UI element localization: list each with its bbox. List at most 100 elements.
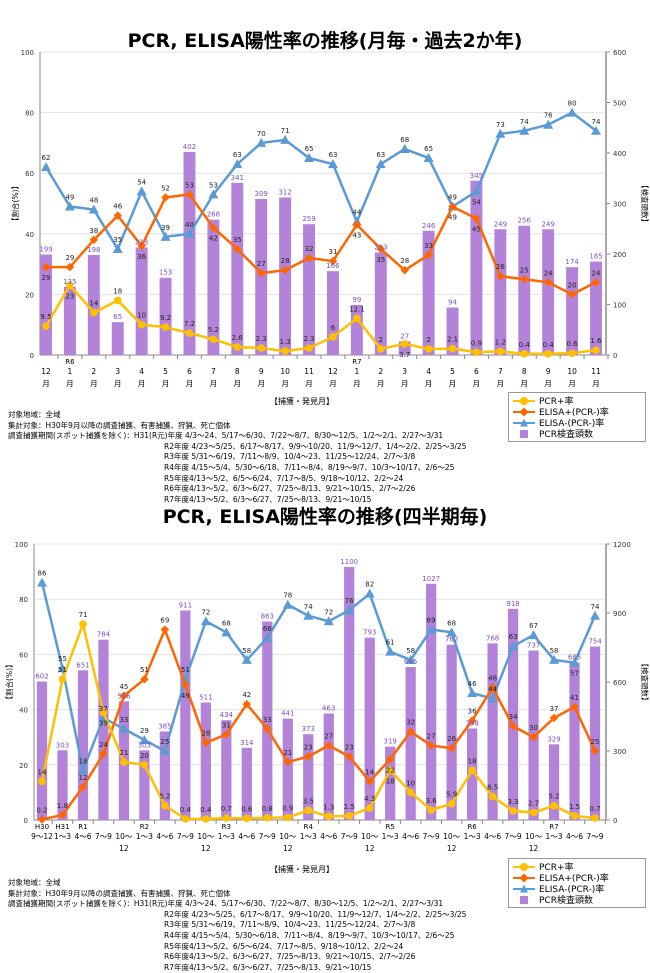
legend-label: ELISA-(PCR-)率 xyxy=(539,419,605,429)
y-tick-label: 100 xyxy=(15,541,28,549)
data-point xyxy=(543,119,554,129)
bar-label: 434 xyxy=(220,711,234,719)
data-label: 67 xyxy=(529,622,538,630)
x-tick-label: 10～ xyxy=(279,832,297,841)
data-point xyxy=(496,271,505,281)
data-point xyxy=(221,627,232,637)
y2-axis-title: 【検査頭数】 xyxy=(640,181,650,226)
quarterly-chart: 0 20 40 60 80 100 0 300 600 900 1200 【割合(%)】 【検査頭数】 H… xyxy=(4,541,650,853)
data-point xyxy=(137,320,146,329)
data-point xyxy=(344,752,354,761)
data-point xyxy=(495,128,506,138)
bar xyxy=(221,720,232,820)
data-point xyxy=(304,752,313,761)
data-point xyxy=(447,799,456,808)
x-tick-label: 月 xyxy=(162,379,170,388)
note-period: R3年度 5/31～6/19、7/11～8/9、10/4～23、11/25～12… xyxy=(164,452,416,462)
data-point xyxy=(263,813,272,822)
note-period-label: 調査捕獲期間(スポット捕獲を除く)： xyxy=(8,899,134,909)
data-label: 14 xyxy=(89,300,98,308)
data-label: 62 xyxy=(42,154,51,162)
x-tick-label: 月 xyxy=(114,379,122,388)
x-tick-label: 10～ xyxy=(115,832,133,841)
data-label: 35 xyxy=(113,236,122,244)
x-tick-label: 月 xyxy=(234,379,242,388)
data-label: 46 xyxy=(468,680,477,688)
data-point xyxy=(487,693,498,703)
x-era-label: R7 xyxy=(549,823,558,831)
data-label: 26 xyxy=(496,263,505,271)
data-label: 21 xyxy=(119,749,128,757)
data-point xyxy=(209,223,218,232)
bar xyxy=(207,219,220,355)
bar-label: 303 xyxy=(56,741,69,749)
data-point xyxy=(544,349,552,358)
data-label: 37 xyxy=(550,705,559,713)
data-label: 51 xyxy=(140,666,149,674)
data-label: 0.9 xyxy=(471,339,482,347)
y-axis-title: 【割合(%)】 xyxy=(10,182,20,225)
data-point xyxy=(241,654,252,664)
data-label: 61 xyxy=(386,639,395,647)
y-tick-label: 20 xyxy=(25,291,34,299)
data-point xyxy=(65,262,75,272)
data-label: 0.9 xyxy=(282,805,293,813)
data-point xyxy=(467,688,478,698)
data-label: 25 xyxy=(591,738,600,746)
data-point xyxy=(208,189,219,199)
note-target: 集計対象：H30年9月以降の調査捕獲、有害捕獲、狩猟、死亡個体 xyxy=(8,888,231,898)
data-label: 39 xyxy=(99,719,108,727)
chart1-title: PCR, ELISA陽性率の推移(月毎・過去2か年) xyxy=(127,30,523,52)
x-tick-label: 7～9 xyxy=(259,832,276,841)
x-tick-label: 10 xyxy=(567,367,577,376)
data-label: 71 xyxy=(79,611,88,619)
x-tick-label: 12 xyxy=(447,844,457,853)
data-point xyxy=(488,792,497,801)
data-point xyxy=(550,801,558,810)
data-label: 24 xyxy=(544,269,553,277)
bar-label: 516 xyxy=(117,692,131,700)
bar xyxy=(183,151,196,355)
x-era-label: R7 xyxy=(352,358,361,366)
data-point xyxy=(37,577,47,587)
legend-item-pcr-count: PCR検査頭数 xyxy=(513,894,641,906)
x-tick-label: 7～9 xyxy=(341,832,358,841)
data-label: 37 xyxy=(99,705,108,713)
x-tick-label: 1 xyxy=(354,367,359,376)
data-point xyxy=(590,746,600,756)
data-label: 27 xyxy=(257,260,266,268)
x-tick-label: 7～9 xyxy=(505,832,522,841)
x-tick-label: 4 xyxy=(426,367,431,376)
data-label: 23 xyxy=(65,292,74,300)
data-point xyxy=(386,766,394,775)
bar xyxy=(63,286,76,355)
bar-label: 341 xyxy=(231,174,244,182)
bar-label: 312 xyxy=(278,188,291,196)
data-point xyxy=(303,610,314,620)
data-label: 65 xyxy=(305,145,314,153)
x-tick-label: 1～3 xyxy=(136,832,153,841)
data-label: 76 xyxy=(544,112,553,120)
bar xyxy=(487,643,498,820)
data-point xyxy=(41,162,51,172)
data-point xyxy=(256,137,267,147)
x-tick-label: 10～ xyxy=(525,832,543,841)
data-point xyxy=(591,125,601,135)
data-label: 35 xyxy=(233,236,242,244)
data-label: 30 xyxy=(529,724,538,732)
data-label: 29 xyxy=(140,727,149,735)
x-tick-label: 月 xyxy=(329,379,337,388)
data-label: 2.7 xyxy=(528,800,539,808)
data-point xyxy=(467,716,477,725)
bar-label: 665 xyxy=(404,658,417,666)
bar-label: 463 xyxy=(322,705,335,713)
data-label: 0.7 xyxy=(589,805,600,813)
data-point xyxy=(181,815,190,823)
bar xyxy=(57,750,68,820)
bar xyxy=(111,322,124,355)
data-point xyxy=(77,765,88,775)
data-point xyxy=(448,202,457,211)
x-tick-label: 6 xyxy=(474,367,479,376)
data-point xyxy=(399,143,410,153)
monthly-chart: 0 20 40 60 80 100 0 100 200 300 400 500 600 【割合(%)】 【検… xyxy=(10,49,650,388)
